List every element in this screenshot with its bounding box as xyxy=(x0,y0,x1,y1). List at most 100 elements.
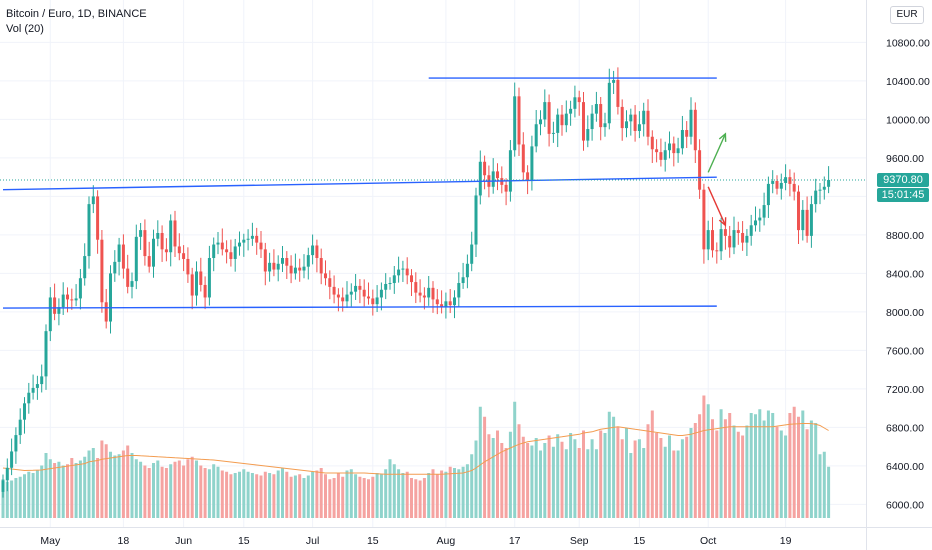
candle-body xyxy=(616,79,620,107)
candle xyxy=(491,158,495,194)
volume-bar xyxy=(569,433,573,518)
candle xyxy=(564,100,568,133)
candle-body xyxy=(418,292,422,296)
candle-body xyxy=(663,150,667,160)
candle xyxy=(371,289,375,316)
volume-bar xyxy=(637,439,641,518)
y-tick-label: 6400.00 xyxy=(886,461,924,473)
candle xyxy=(625,110,628,138)
candle xyxy=(663,141,667,172)
candle xyxy=(130,272,134,299)
volume-indicator-label[interactable]: Vol (20) xyxy=(6,23,44,35)
candle-body xyxy=(384,283,388,290)
candle xyxy=(229,239,233,267)
candle-body xyxy=(491,171,495,187)
candle-body xyxy=(354,285,358,292)
arrow-shaft xyxy=(707,133,727,173)
candle xyxy=(40,364,44,393)
volume-bar xyxy=(259,475,263,518)
volume-bar xyxy=(216,466,220,518)
candle xyxy=(749,214,753,246)
candle xyxy=(435,289,439,315)
candle-body xyxy=(134,236,138,282)
volume-bar xyxy=(526,443,530,518)
candle-body xyxy=(814,190,818,205)
y-tick-label: 10000.00 xyxy=(886,114,930,126)
volume-bar xyxy=(556,434,560,518)
candle xyxy=(448,288,452,314)
candle xyxy=(766,176,770,218)
candle xyxy=(771,170,775,194)
candle-body xyxy=(152,238,155,267)
candle xyxy=(225,240,229,264)
candle xyxy=(259,231,263,259)
volume-bar xyxy=(616,426,620,518)
candle xyxy=(526,165,530,195)
currency-selector[interactable]: EUR xyxy=(890,6,924,24)
candle xyxy=(728,225,732,258)
volume-bar xyxy=(732,425,736,518)
volume-bar xyxy=(289,476,293,518)
candle-body xyxy=(792,183,796,192)
candle xyxy=(203,276,207,310)
candle-body xyxy=(547,102,551,134)
volume-bar xyxy=(285,471,289,518)
volume-bar xyxy=(745,425,749,518)
volume-bar xyxy=(779,430,783,518)
candle xyxy=(534,109,538,153)
candle xyxy=(186,247,190,283)
volume-bar xyxy=(659,438,663,518)
candle-body xyxy=(35,384,39,388)
volume-bar xyxy=(706,404,710,518)
candle xyxy=(805,196,809,243)
volume-bar xyxy=(457,469,461,518)
candle-body xyxy=(44,331,48,377)
arrow-up-right-icon xyxy=(707,132,727,173)
candle xyxy=(693,102,697,164)
arrow-down-right-icon xyxy=(707,186,727,227)
candle-body xyxy=(728,235,732,248)
symbol-title[interactable]: Bitcoin / Euro, 1D, BINANCE xyxy=(6,8,147,20)
volume-pane xyxy=(1,395,831,518)
candle-body xyxy=(83,256,87,279)
candle xyxy=(392,265,396,294)
arrow-head xyxy=(718,132,727,142)
candle-body xyxy=(336,294,340,298)
candle-body xyxy=(453,297,456,306)
y-tick-label: 8400.00 xyxy=(886,268,924,280)
candle xyxy=(233,238,237,272)
candle-body xyxy=(461,277,465,284)
volume-bar xyxy=(169,464,173,518)
candle-body xyxy=(306,255,310,267)
candle-body xyxy=(771,181,775,184)
candle-body xyxy=(263,249,267,272)
volume-bar xyxy=(126,445,130,518)
volume-bar xyxy=(797,416,800,518)
volume-bar xyxy=(814,423,818,518)
candle-body xyxy=(478,161,482,196)
volume-bar xyxy=(500,443,504,518)
candle-body xyxy=(427,287,431,298)
candle xyxy=(311,234,315,265)
volume-bar xyxy=(663,446,667,518)
volume-bar xyxy=(453,468,456,518)
y-tick-label: 10800.00 xyxy=(886,37,930,49)
candle xyxy=(31,374,35,400)
candle xyxy=(620,99,624,141)
candle xyxy=(809,195,813,248)
candle xyxy=(689,97,693,145)
candle-body xyxy=(689,109,693,137)
volume-bar xyxy=(379,474,383,518)
candle xyxy=(474,187,478,258)
candle xyxy=(496,163,499,191)
candle-body xyxy=(375,297,379,305)
candle xyxy=(418,279,422,303)
volume-bar xyxy=(207,469,211,518)
volume-bar xyxy=(345,470,349,518)
candle xyxy=(594,91,598,122)
candle xyxy=(1,474,5,498)
candle-body xyxy=(779,182,783,189)
volume-bar xyxy=(680,439,684,518)
candle-body xyxy=(508,150,512,192)
